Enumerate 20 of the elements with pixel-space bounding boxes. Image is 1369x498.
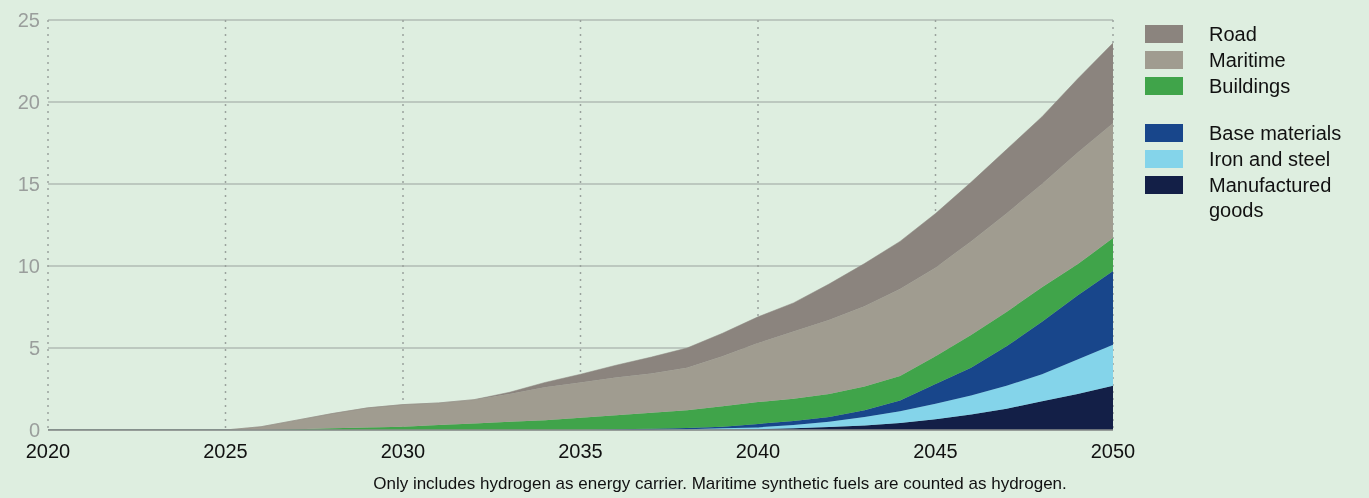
legend-label: Road <box>1209 22 1258 47</box>
x-tick-label: 2035 <box>558 440 603 463</box>
x-tick-label: 2025 <box>203 440 248 463</box>
legend-label: Iron and steel <box>1209 147 1332 172</box>
legend-label: Base materials <box>1209 121 1343 146</box>
x-tick-label: 2040 <box>735 440 781 463</box>
x-tick-label: 2050 <box>1090 440 1136 463</box>
y-tick-label: 10 <box>17 255 40 278</box>
y-tick-label: 20 <box>17 91 40 114</box>
x-tick-label: 2030 <box>380 440 426 463</box>
x-tick-label: 2020 <box>25 440 71 463</box>
y-tick-label: 0 <box>28 419 40 442</box>
text: Only includes hydrogen as energy carrier. Maritime synthetic fuels are counted as hydrogen. <box>372 474 1068 494</box>
y-tick-label: 25 <box>17 9 40 32</box>
legend-label: Buildings <box>1209 74 1292 99</box>
legend-label: Maritime <box>1209 48 1287 73</box>
y-tick-label: 15 <box>17 173 40 196</box>
legend-label: Manufactured goods <box>1209 173 1333 223</box>
x-tick-label: 2045 <box>913 440 958 463</box>
y-tick-label: 5 <box>28 337 40 360</box>
